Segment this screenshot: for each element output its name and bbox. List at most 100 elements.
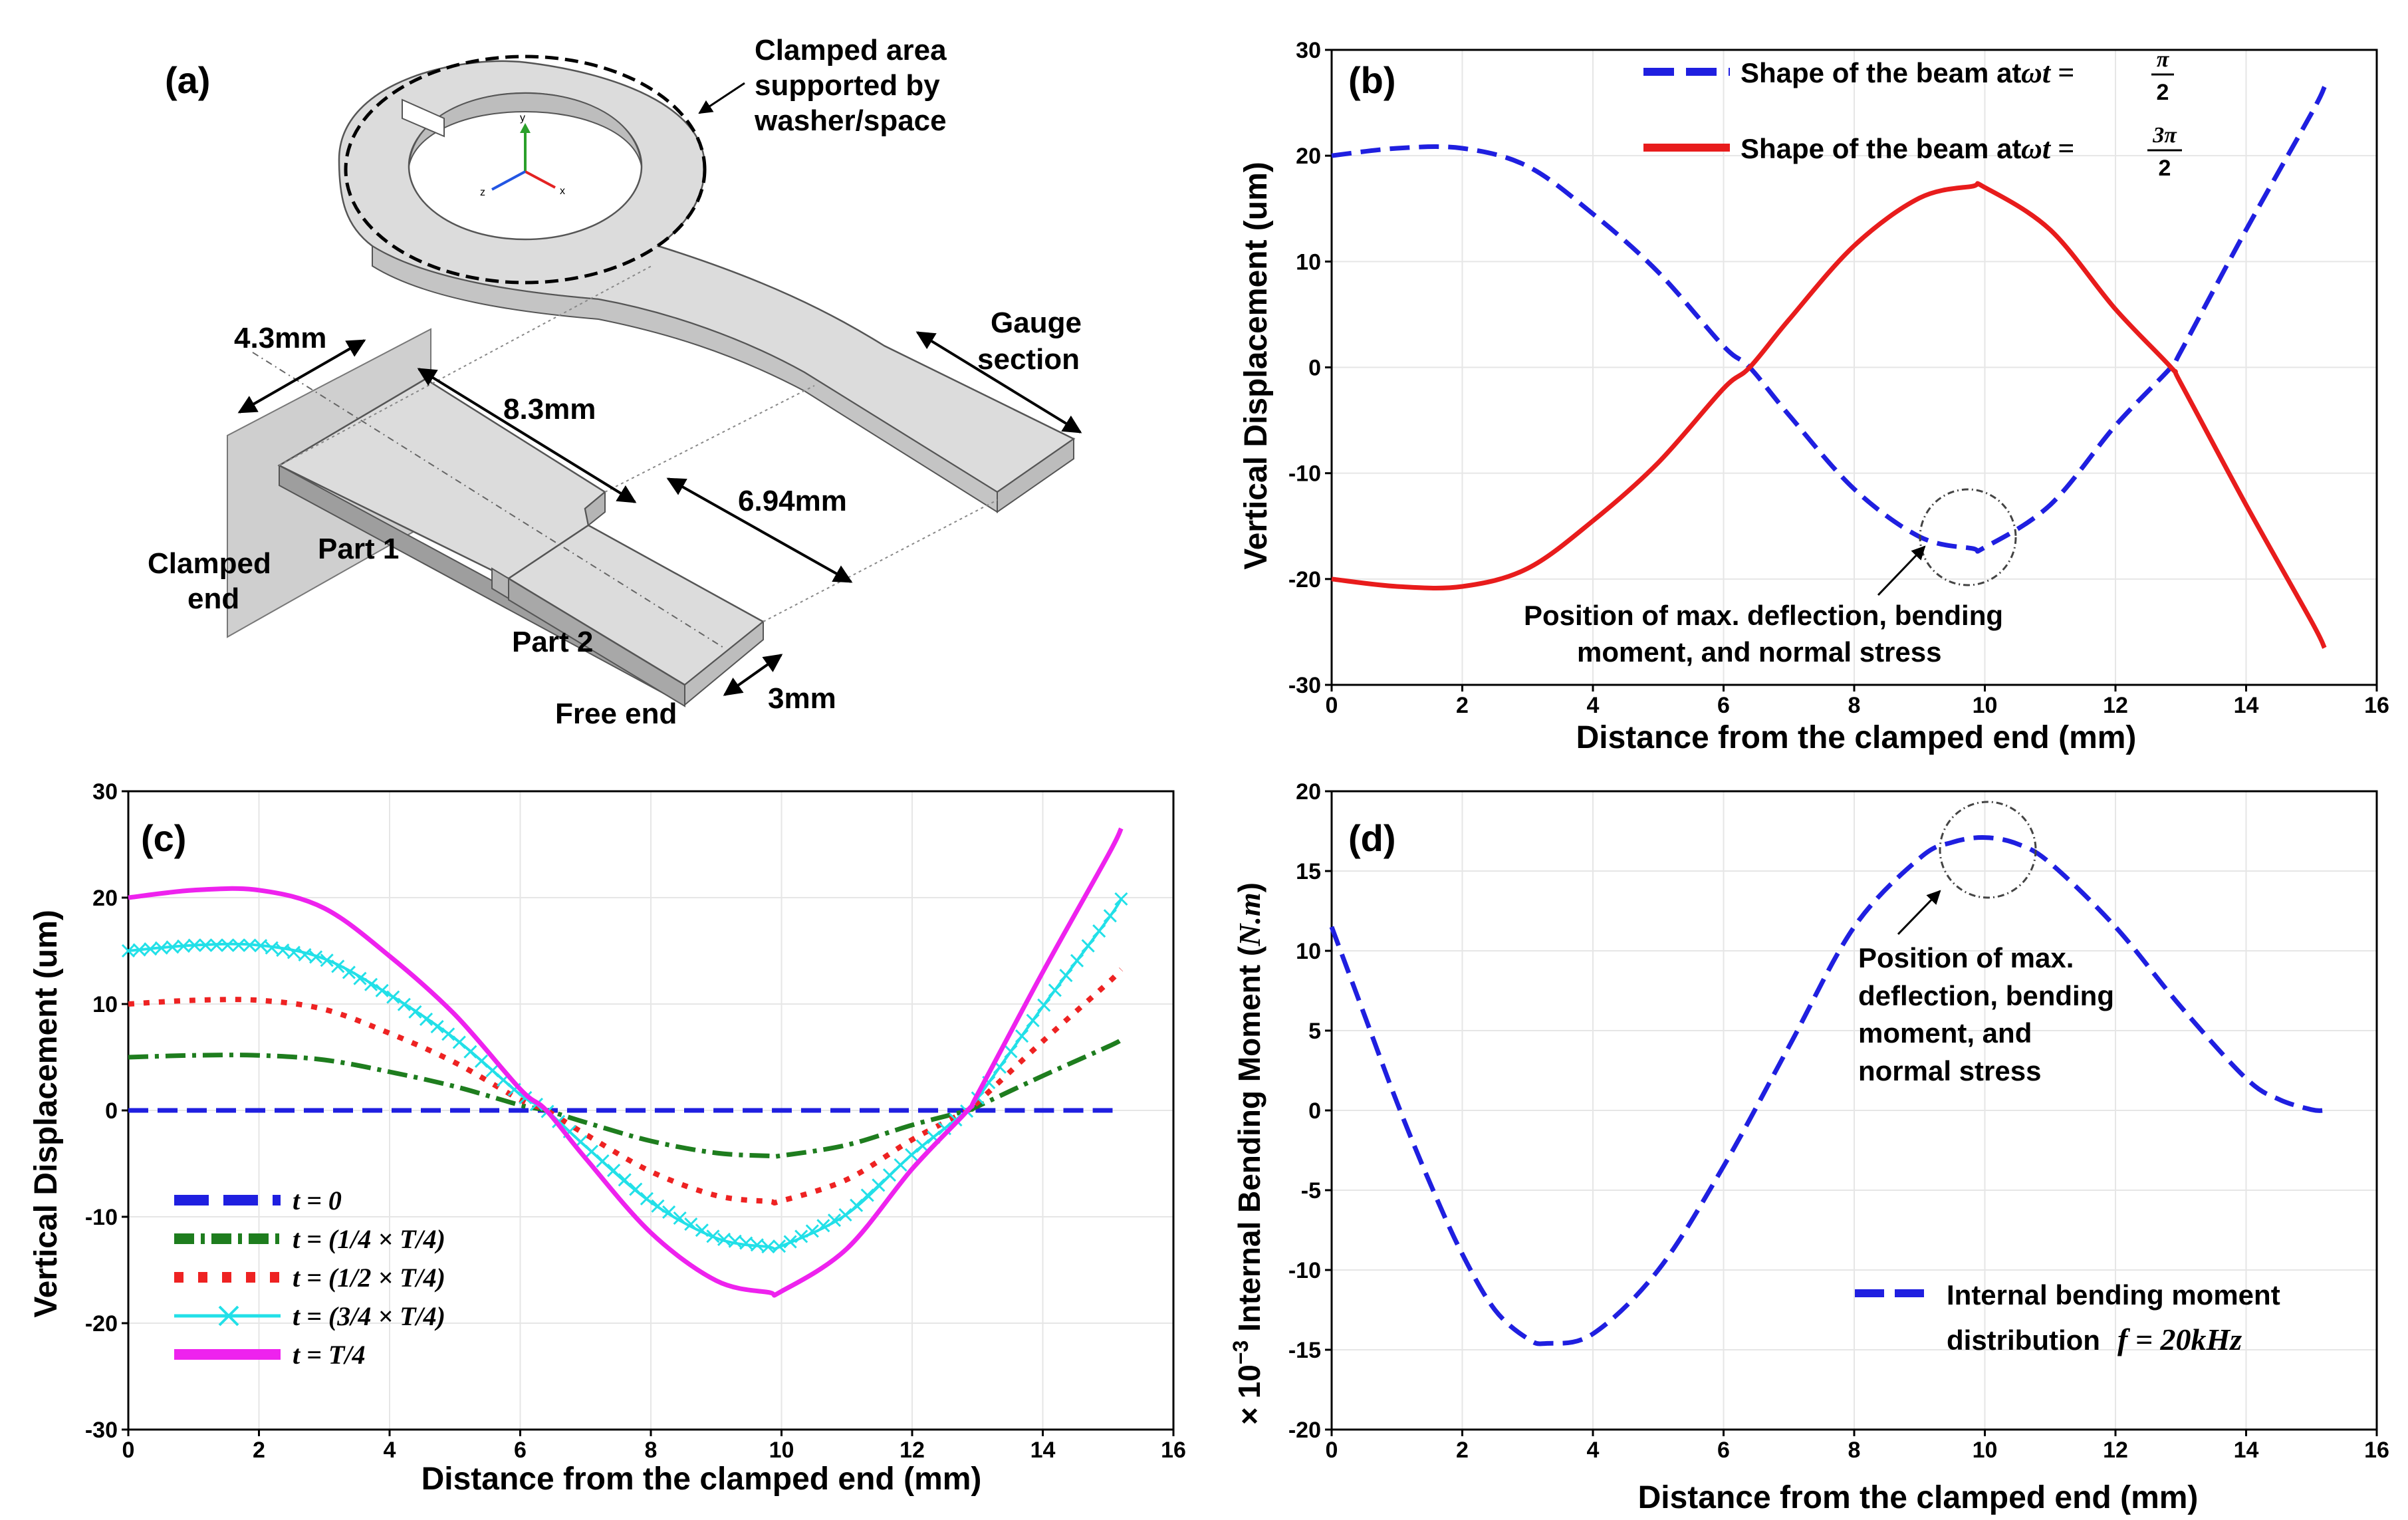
panel-b-legend: Shape of the beam at ωt = π 2 Shape of t… xyxy=(1643,47,2182,181)
panel-d-ylabel-unit: N.m xyxy=(1233,892,1266,947)
panel-c-x-marker xyxy=(408,1005,422,1019)
panel-b-annotation-arrow xyxy=(1877,545,1926,596)
dim-part2-label: 6.94mm xyxy=(738,485,847,517)
panel-c-x-marker xyxy=(1048,983,1062,997)
panel-c-xtick-label: 10 xyxy=(769,1438,794,1463)
panel-c-xlabel: Distance from the clamped end (mm) xyxy=(421,1461,982,1497)
panel-c-xtick-label: 16 xyxy=(1161,1438,1186,1463)
clamped-area-outline xyxy=(344,55,707,285)
panel-c-x-marker xyxy=(154,941,168,955)
panel-c-x-marker xyxy=(265,941,279,955)
ring-hole-wall xyxy=(408,92,642,167)
panel-c-label: (c) xyxy=(141,817,186,859)
panel-c-x-marker xyxy=(860,1188,874,1202)
panel-b-ytick-label: -20 xyxy=(1288,567,1321,592)
dim-small-arrow xyxy=(723,654,783,696)
panel-c-x-marker xyxy=(640,1192,654,1205)
panel-d-ytick-label: 10 xyxy=(1296,939,1321,964)
panel-c-x-marker xyxy=(882,1168,897,1182)
panel-c-x-marker xyxy=(1103,909,1117,923)
panel-c-x-marker xyxy=(728,1234,742,1248)
legend-d-line2: distribution xyxy=(1947,1325,2100,1356)
panel-c-xtick-label: 4 xyxy=(384,1438,396,1463)
panel-d-max-circle xyxy=(1939,801,2037,899)
panel-b-annotation-1: Position of max. deflection, bending xyxy=(1524,600,2003,631)
legend-b-blue-math: ωt = xyxy=(2021,57,2074,89)
panel-c-x-marker xyxy=(176,939,191,953)
panel-b-ylabel: Vertical Displacement (um) xyxy=(1239,162,1274,570)
panel-b-xtick-label: 2 xyxy=(1456,693,1469,718)
panel-d: 0 2 4 6 8 10 12 14 16 -20 -15 -10 -5 0 5 10 15 20 (d) Pos… xyxy=(1229,779,2389,1515)
panel-c-xtick-label: 2 xyxy=(253,1438,265,1463)
free-end-label: Free end xyxy=(555,697,677,730)
panel-c-x-marker xyxy=(629,1182,643,1196)
panel-c-x-marker xyxy=(166,940,180,954)
panel-d-ytick-label: -10 xyxy=(1288,1258,1321,1283)
panel-c-x-marker xyxy=(772,1239,786,1253)
gauge-section-label-1: Gauge xyxy=(991,307,1082,339)
gauge-section-arrow xyxy=(915,331,1082,434)
panel-d-annotation-arrow xyxy=(1897,890,1941,936)
panel-c-legend: t = 0 t = (1/4 × T/4) t = (1/2 × T/4) t = (… xyxy=(174,1186,445,1370)
panel-c-x-marker xyxy=(187,938,201,952)
dimension-guides xyxy=(279,265,998,622)
panel-d-ylabel-main: Internal Bending Moment ( xyxy=(1232,946,1266,1340)
panel-b-ytick-label: 10 xyxy=(1296,249,1321,275)
panel-b-xtick-label: 8 xyxy=(1848,693,1861,718)
panel-d-ylabel-prefix: × 10 xyxy=(1232,1364,1266,1425)
clamped-area-pointer xyxy=(698,82,745,114)
panel-c-x-marker xyxy=(375,983,389,997)
panel-c-x-marker xyxy=(474,1054,489,1069)
legend-c-label-2: t = (1/2 × T/4) xyxy=(293,1263,445,1293)
panel-d-annotation-4: normal stress xyxy=(1858,1055,2041,1086)
panel-c-x-marker xyxy=(1114,892,1128,906)
panel-c-x-marker xyxy=(1081,939,1095,953)
panel-d-xtick-label: 0 xyxy=(1326,1438,1338,1463)
panel-c-x-marker xyxy=(419,1012,433,1027)
panel-c-x-marker xyxy=(485,1064,499,1078)
panel-c-ytick-label: 0 xyxy=(105,1098,118,1124)
clamped-end-label-1: Clamped xyxy=(148,547,271,580)
panel-c-x-marker xyxy=(717,1232,731,1247)
panel-b-xlabel: Distance from the clamped end (mm) xyxy=(1576,720,2137,755)
panel-c-xtick-label: 0 xyxy=(122,1438,135,1463)
panel-c-x-marker xyxy=(607,1164,621,1178)
axis-y-arrow xyxy=(520,123,531,133)
panel-c-x-marker xyxy=(1059,969,1073,983)
panel-c-x-marker xyxy=(144,942,158,956)
panel-b-ytick-label: 30 xyxy=(1296,38,1321,63)
panel-c-x-marker xyxy=(364,977,378,991)
panel-d-ytick-label: -15 xyxy=(1288,1338,1321,1363)
part1-label: Part 1 xyxy=(318,533,399,565)
panel-b-xtick-label: 6 xyxy=(1717,693,1730,718)
panel-d-ytick-label: 20 xyxy=(1296,779,1321,805)
legend-c-label-1: t = (1/4 × T/4) xyxy=(293,1224,445,1254)
dim-part2-arrow xyxy=(666,477,853,583)
panel-d-ylabel-exp: −3 xyxy=(1229,1340,1253,1364)
panel-b-xtick-label: 0 xyxy=(1326,693,1338,718)
panel-c-xtick-label: 8 xyxy=(645,1438,658,1463)
panel-b-xtick-label: 10 xyxy=(1973,693,1998,718)
panel-b-max-circle xyxy=(1919,488,2017,586)
panel-d-ylabel: × 10−3 Internal Bending Moment (N.m) xyxy=(1229,882,1266,1425)
clamped-area-label-3: washer/space xyxy=(754,104,947,137)
panel-b-plot: 0 2 4 6 8 10 12 14 16 -30 -20 -10 0 10 20 30 xyxy=(1288,38,2389,718)
clamped-area-label-2: supported by xyxy=(755,69,940,102)
panel-c-xtick-label: 6 xyxy=(514,1438,527,1463)
dim-part1-arrow xyxy=(417,368,637,503)
panel-c-x-marker xyxy=(1092,924,1106,938)
axis-z-label: z xyxy=(480,187,485,198)
panel-c-x-marker xyxy=(872,1178,886,1192)
panel-c-x-marker xyxy=(651,1199,665,1213)
panel-d-frame xyxy=(1330,790,2378,1431)
panel-d-xtick-label: 2 xyxy=(1456,1438,1469,1463)
panel-c-xtick-label: 12 xyxy=(900,1438,925,1463)
panel-c-x-marker xyxy=(1026,1013,1040,1027)
panel-c-x-marker xyxy=(783,1235,797,1249)
panel-c-x-marker xyxy=(739,1236,753,1250)
panel-c-x-marker xyxy=(463,1045,477,1059)
legend-b-blue-text: Shape of the beam at xyxy=(1741,57,2021,88)
panel-c-ylabel: Vertical Displacement (um) xyxy=(29,910,64,1318)
